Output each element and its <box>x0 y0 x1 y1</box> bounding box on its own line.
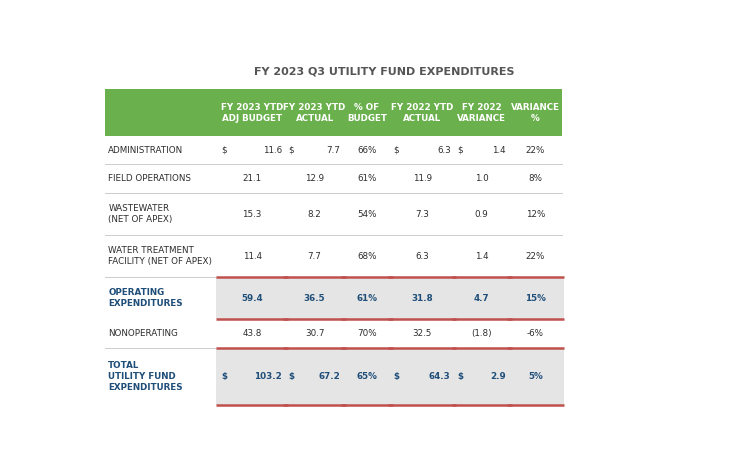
Text: $: $ <box>457 145 463 155</box>
Text: 0.9: 0.9 <box>475 210 488 219</box>
Text: (1.8): (1.8) <box>472 329 492 338</box>
Text: 66%: 66% <box>357 145 376 155</box>
Text: 7.7: 7.7 <box>308 251 322 261</box>
Bar <box>284 348 346 405</box>
Text: 22%: 22% <box>526 251 545 261</box>
Text: 15%: 15% <box>525 294 546 302</box>
Text: 103.2: 103.2 <box>254 372 282 381</box>
Text: VARIANCE
%: VARIANCE % <box>511 102 560 123</box>
Text: 70%: 70% <box>357 329 376 338</box>
Bar <box>388 348 457 405</box>
Text: $: $ <box>457 372 463 381</box>
Text: 11.4: 11.4 <box>242 251 262 261</box>
Text: 12%: 12% <box>526 210 545 219</box>
Text: 61%: 61% <box>356 294 377 302</box>
Text: 64.3: 64.3 <box>429 372 451 381</box>
Text: 12.9: 12.9 <box>305 174 324 183</box>
Text: 7.3: 7.3 <box>416 210 429 219</box>
Bar <box>452 348 512 405</box>
Text: 5%: 5% <box>528 372 543 381</box>
Text: OPERATING
EXPENDITURES: OPERATING EXPENDITURES <box>108 288 183 308</box>
Text: 1.4: 1.4 <box>475 251 488 261</box>
Bar <box>284 277 346 319</box>
Text: FY 2022
VARIANCE: FY 2022 VARIANCE <box>458 102 506 123</box>
Text: 54%: 54% <box>357 210 376 219</box>
Text: 8%: 8% <box>529 174 542 183</box>
Bar <box>388 277 457 319</box>
Text: 1.4: 1.4 <box>492 145 506 155</box>
Bar <box>217 348 288 405</box>
Text: 15.3: 15.3 <box>242 210 262 219</box>
Text: 6.3: 6.3 <box>416 251 429 261</box>
Text: FY 2022 YTD
ACTUAL: FY 2022 YTD ACTUAL <box>391 102 453 123</box>
Text: 65%: 65% <box>356 372 377 381</box>
Bar <box>341 348 392 405</box>
Text: TOTAL
UTILITY FUND
EXPENDITURES: TOTAL UTILITY FUND EXPENDITURES <box>108 361 183 392</box>
Text: 11.6: 11.6 <box>263 145 282 155</box>
Text: $: $ <box>289 372 295 381</box>
Text: FIELD OPERATIONS: FIELD OPERATIONS <box>108 174 191 183</box>
Text: 36.5: 36.5 <box>304 294 326 302</box>
Text: 2.9: 2.9 <box>490 372 506 381</box>
Text: 11.9: 11.9 <box>413 174 432 183</box>
Text: $: $ <box>393 372 399 381</box>
Text: % OF
BUDGET: % OF BUDGET <box>347 102 387 123</box>
Text: 21.1: 21.1 <box>242 174 262 183</box>
Text: 22%: 22% <box>526 145 545 155</box>
Text: 59.4: 59.4 <box>242 294 263 302</box>
Text: 43.8: 43.8 <box>242 329 262 338</box>
Text: $: $ <box>289 145 294 155</box>
Bar <box>217 277 288 319</box>
Text: 61%: 61% <box>357 174 376 183</box>
Text: $: $ <box>222 145 227 155</box>
Bar <box>341 277 392 319</box>
Text: 1.0: 1.0 <box>475 174 488 183</box>
Text: WATER TREATMENT
FACILITY (NET OF APEX): WATER TREATMENT FACILITY (NET OF APEX) <box>108 246 212 266</box>
Text: -6%: -6% <box>527 329 544 338</box>
Text: NONOPERATING: NONOPERATING <box>108 329 178 338</box>
Text: 68%: 68% <box>357 251 376 261</box>
Text: FY 2023 Q3 UTILITY FUND EXPENDITURES: FY 2023 Q3 UTILITY FUND EXPENDITURES <box>254 67 514 77</box>
Text: 31.8: 31.8 <box>411 294 433 302</box>
Text: $: $ <box>222 372 228 381</box>
Text: 7.7: 7.7 <box>326 145 340 155</box>
Text: $: $ <box>393 145 399 155</box>
Text: ADMINISTRATION: ADMINISTRATION <box>108 145 184 155</box>
Bar <box>507 277 564 319</box>
Text: 6.3: 6.3 <box>437 145 451 155</box>
Text: 4.7: 4.7 <box>474 294 490 302</box>
Text: 8.2: 8.2 <box>308 210 322 219</box>
Text: FY 2023 YTD
ADJ BUDGET: FY 2023 YTD ADJ BUDGET <box>221 102 284 123</box>
Bar <box>507 348 564 405</box>
Text: 32.5: 32.5 <box>413 329 432 338</box>
Text: WASTEWATER
(NET OF APEX): WASTEWATER (NET OF APEX) <box>108 204 172 224</box>
Text: 30.7: 30.7 <box>304 329 324 338</box>
Text: 67.2: 67.2 <box>319 372 340 381</box>
Bar <box>452 277 512 319</box>
Bar <box>105 89 562 136</box>
Text: FY 2023 YTD
ACTUAL: FY 2023 YTD ACTUAL <box>284 102 346 123</box>
